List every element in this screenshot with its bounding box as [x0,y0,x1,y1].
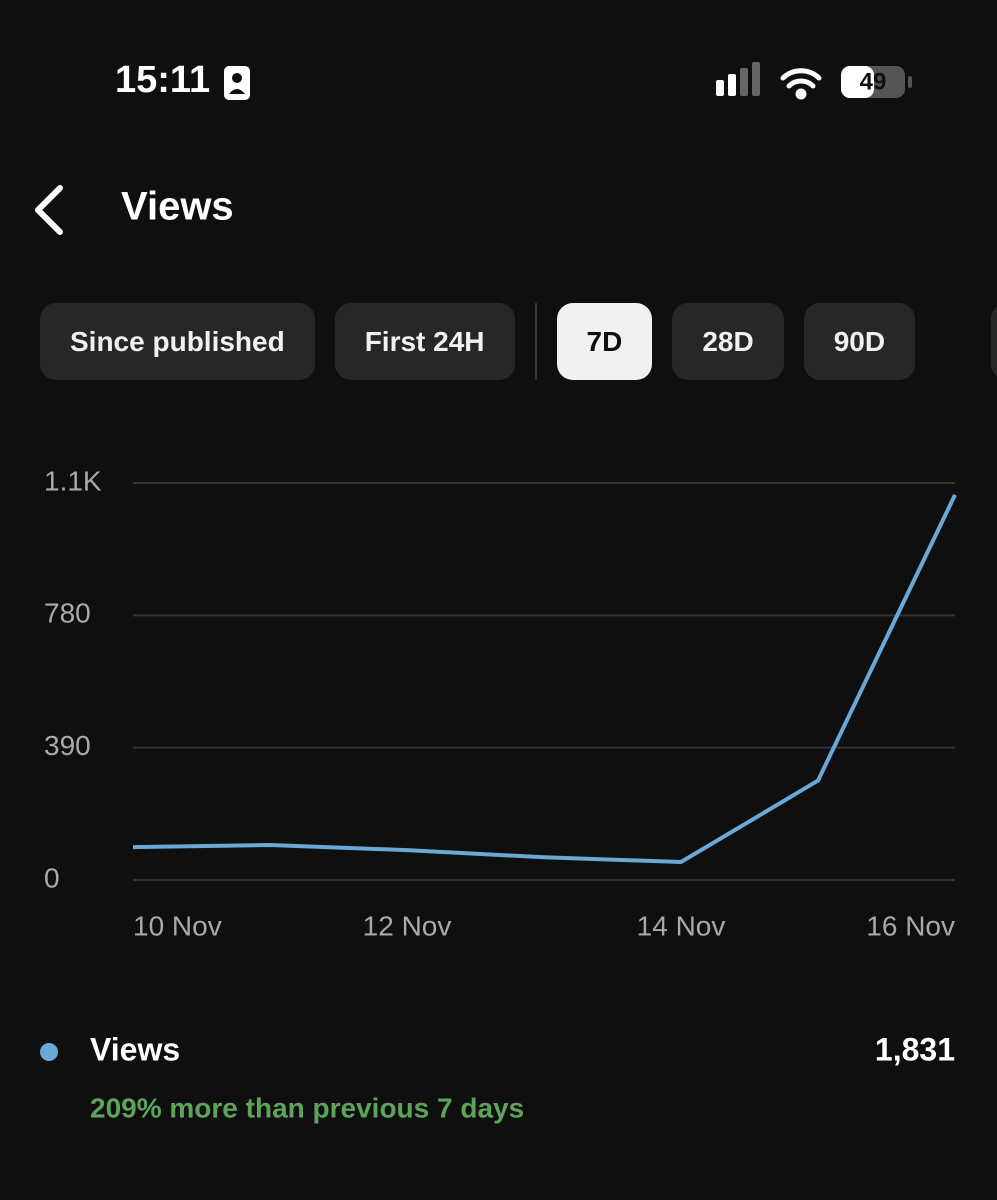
more-chip[interactable] [991,303,997,380]
chart: 0 390 780 1.1K 10 Nov 12 Nov 14 Nov 16 Nov Views… [40,465,957,1123]
back-button[interactable] [35,185,63,235]
y-tick-label: 1.1K [44,465,102,496]
y-tick-label: 0 [44,862,60,893]
filter-bar: Since published First 24H 7D 28D 90D [40,303,916,380]
divider [534,303,537,380]
battery-level: 49 [860,68,887,95]
x-tick-label: 16 Nov [866,910,955,941]
legend-label: Views [90,1031,180,1067]
page-title: Views [121,185,234,229]
signal-icon [716,62,760,96]
x-tick-label: 10 Nov [133,910,222,941]
y-tick-label: 780 [44,598,91,629]
filter-chip[interactable]: 28D [672,303,784,380]
legend-marker [40,1043,58,1061]
x-tick-label: 12 Nov [363,910,452,941]
wifi-icon [780,68,822,100]
total-views: 1,831 [875,1031,955,1067]
filter-chip[interactable]: 7D [556,303,653,380]
filter-chip[interactable]: 90D [803,303,916,380]
y-tick-label: 390 [44,730,91,761]
battery-icon: 49 [841,66,912,98]
comparison: 209% more than previous 7 days [90,1092,524,1123]
filter-chip[interactable]: First 24H [334,303,515,380]
line [132,494,957,865]
x-tick-label: 14 Nov [637,910,726,941]
status-time: 15:11 [115,59,210,101]
filter-chip[interactable]: Since published [40,303,315,380]
contact-icon [224,66,250,100]
